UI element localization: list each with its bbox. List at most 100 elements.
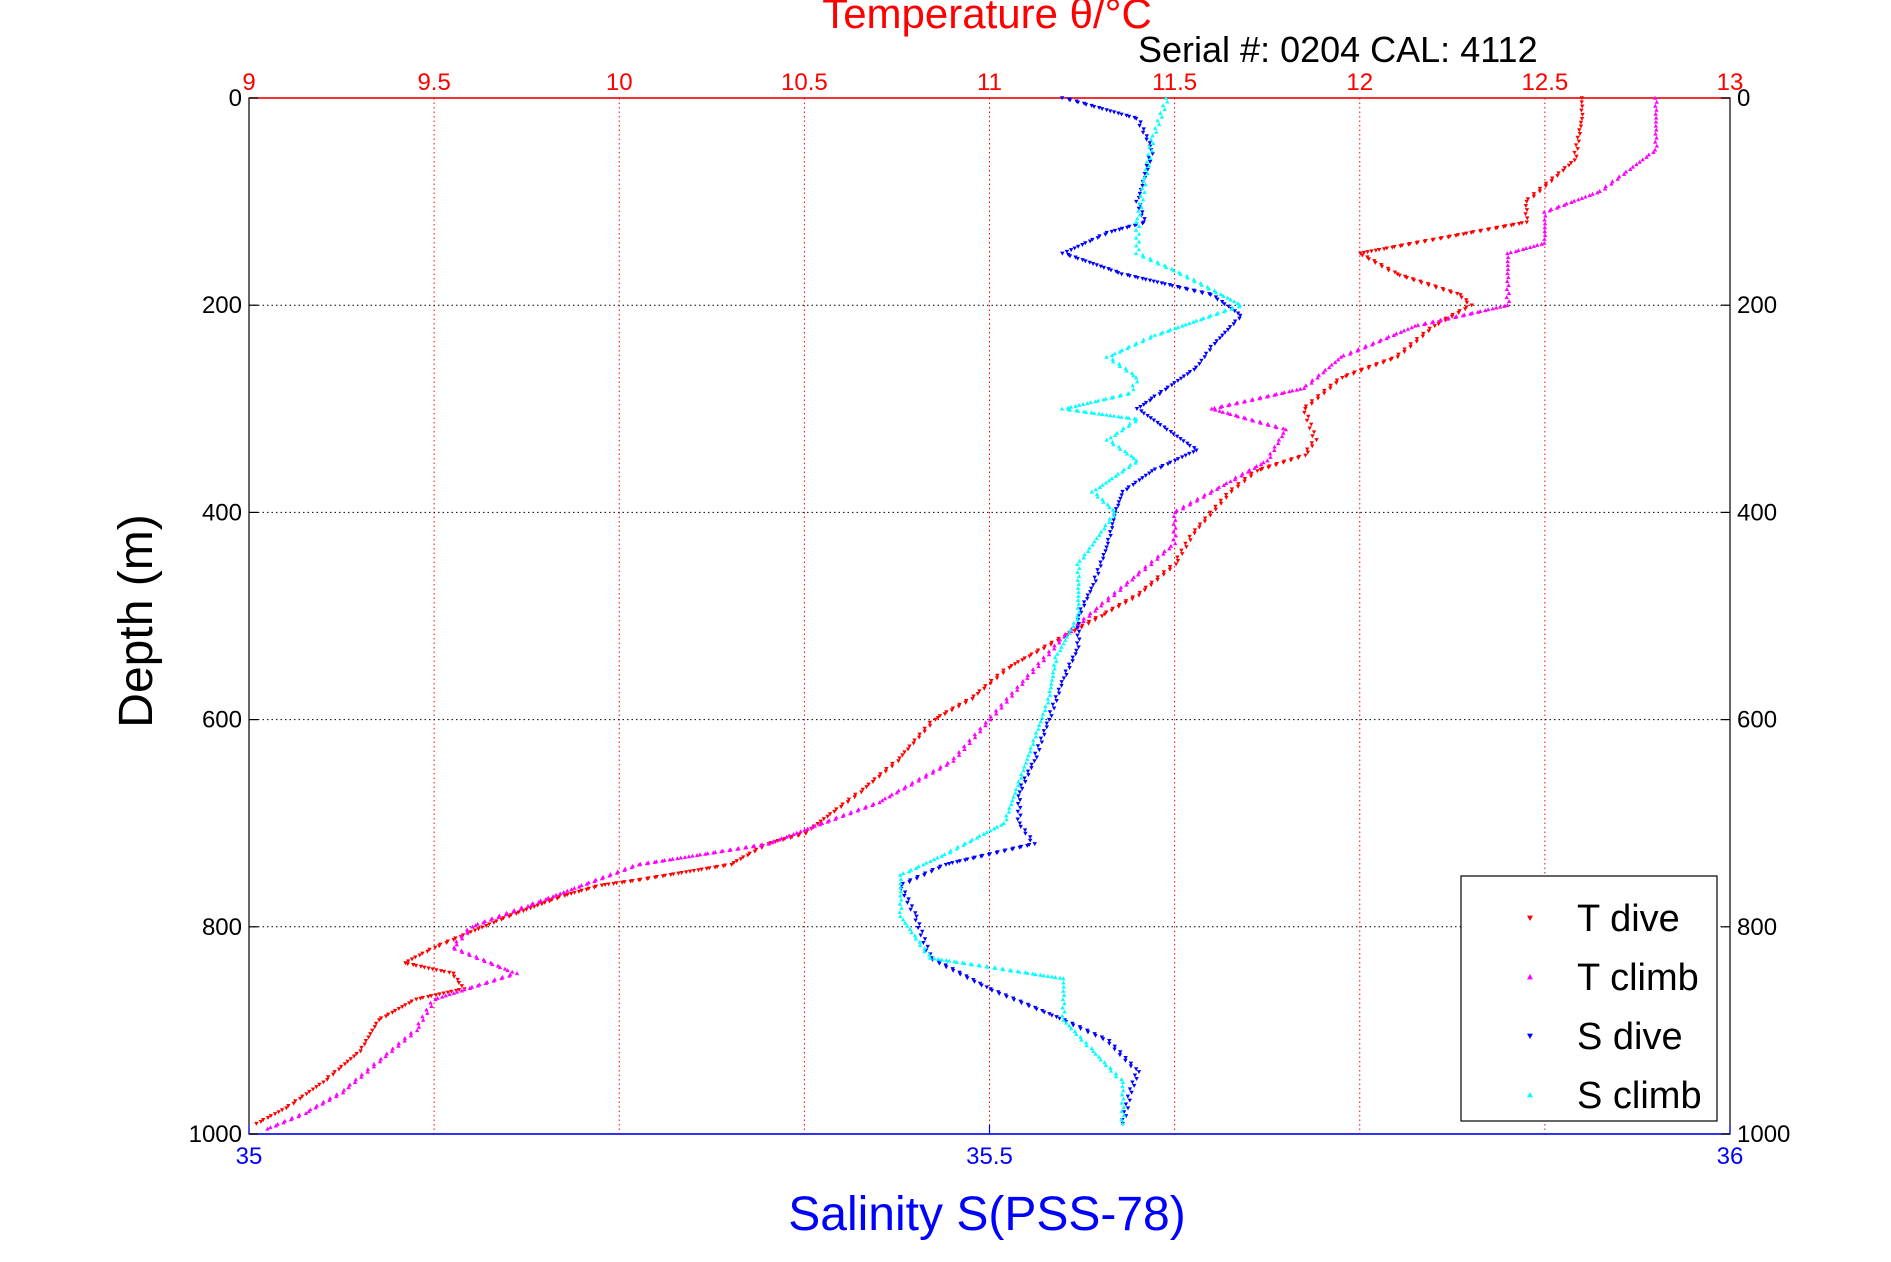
data-point — [514, 971, 520, 976]
data-point — [1106, 267, 1111, 272]
data-point — [1163, 387, 1169, 392]
data-point — [1067, 254, 1073, 259]
data-point — [503, 912, 509, 917]
data-point — [550, 894, 556, 899]
data-point — [1436, 322, 1441, 327]
data-point — [1147, 335, 1153, 340]
data-point — [1181, 439, 1186, 444]
data-point — [572, 890, 577, 895]
data-point — [495, 963, 501, 968]
data-point — [1543, 184, 1549, 189]
data-point — [576, 889, 582, 894]
data-point — [258, 1119, 264, 1124]
data-point — [982, 686, 987, 691]
data-point — [1112, 433, 1118, 438]
data-point — [599, 883, 605, 888]
data-point — [433, 993, 439, 998]
data-point — [1373, 248, 1379, 253]
data-point — [1235, 414, 1241, 419]
data-point — [584, 887, 589, 892]
data-point — [1075, 577, 1080, 582]
data-point — [1055, 651, 1060, 656]
data-point — [416, 1024, 422, 1029]
data-point — [1047, 689, 1052, 694]
data-point — [1120, 1084, 1125, 1089]
data-point — [1493, 305, 1499, 310]
data-point — [576, 884, 582, 889]
data-point — [332, 1070, 337, 1075]
data-point — [1525, 216, 1530, 221]
data-point — [1152, 394, 1157, 399]
data-point — [1654, 135, 1659, 140]
data-point — [1016, 794, 1021, 799]
data-point — [1458, 293, 1463, 298]
data-point — [327, 1097, 332, 1102]
data-point — [927, 952, 932, 957]
data-point — [1116, 111, 1121, 116]
data-point — [1114, 269, 1119, 274]
data-point — [1579, 100, 1584, 105]
depth-tick-label-right: 600 — [1737, 707, 1777, 734]
data-point — [1127, 421, 1132, 426]
temperature-tick-label: 10.5 — [781, 69, 828, 96]
data-point — [1025, 843, 1030, 848]
data-point — [1266, 465, 1271, 470]
data-point — [1241, 399, 1247, 404]
data-point — [1045, 973, 1051, 978]
data-point — [1123, 1055, 1128, 1060]
data-point — [1063, 637, 1068, 642]
data-point — [1136, 247, 1142, 252]
data-point — [291, 1101, 296, 1106]
data-point — [1180, 455, 1185, 460]
data-point — [1464, 298, 1469, 303]
data-point — [981, 831, 986, 836]
data-point — [338, 1064, 344, 1069]
data-point — [652, 875, 658, 880]
data-point — [1100, 1037, 1106, 1042]
series-t-climb — [265, 95, 1660, 1131]
data-point — [1118, 496, 1123, 501]
data-point — [1049, 677, 1055, 682]
data-point — [947, 958, 952, 963]
data-point — [1132, 223, 1138, 228]
data-point — [951, 755, 957, 760]
data-point — [371, 1061, 377, 1066]
data-point — [1208, 293, 1213, 298]
data-point — [1104, 412, 1109, 417]
data-point — [1213, 504, 1218, 509]
data-point — [1064, 634, 1070, 639]
data-point — [1067, 631, 1072, 636]
data-point — [1125, 1094, 1131, 1099]
data-point — [1040, 711, 1046, 716]
data-point — [956, 752, 962, 757]
data-point — [437, 944, 442, 949]
data-point — [1110, 359, 1116, 364]
data-point — [993, 711, 999, 716]
data-point — [1062, 1009, 1067, 1014]
data-point — [752, 849, 758, 854]
data-point — [447, 992, 452, 997]
data-point — [740, 855, 746, 860]
data-point — [1175, 325, 1181, 329]
data-point — [1143, 167, 1148, 172]
data-point — [1134, 199, 1139, 204]
data-point — [929, 869, 934, 874]
data-point — [1081, 555, 1087, 560]
data-point — [1630, 164, 1636, 169]
data-point — [1298, 386, 1303, 391]
data-point — [1165, 462, 1171, 467]
data-point — [1120, 1121, 1125, 1126]
data-point — [1094, 536, 1100, 541]
data-point — [942, 712, 948, 717]
data-point — [1572, 150, 1577, 155]
data-point — [1232, 319, 1238, 324]
data-point — [317, 1082, 322, 1087]
data-point — [1220, 333, 1225, 338]
data-point — [1505, 271, 1510, 276]
data-point — [1366, 366, 1371, 371]
data-point — [1136, 593, 1142, 598]
data-point — [1228, 297, 1233, 302]
data-point — [1107, 519, 1112, 524]
data-point — [1408, 342, 1413, 347]
data-point — [1133, 227, 1139, 232]
